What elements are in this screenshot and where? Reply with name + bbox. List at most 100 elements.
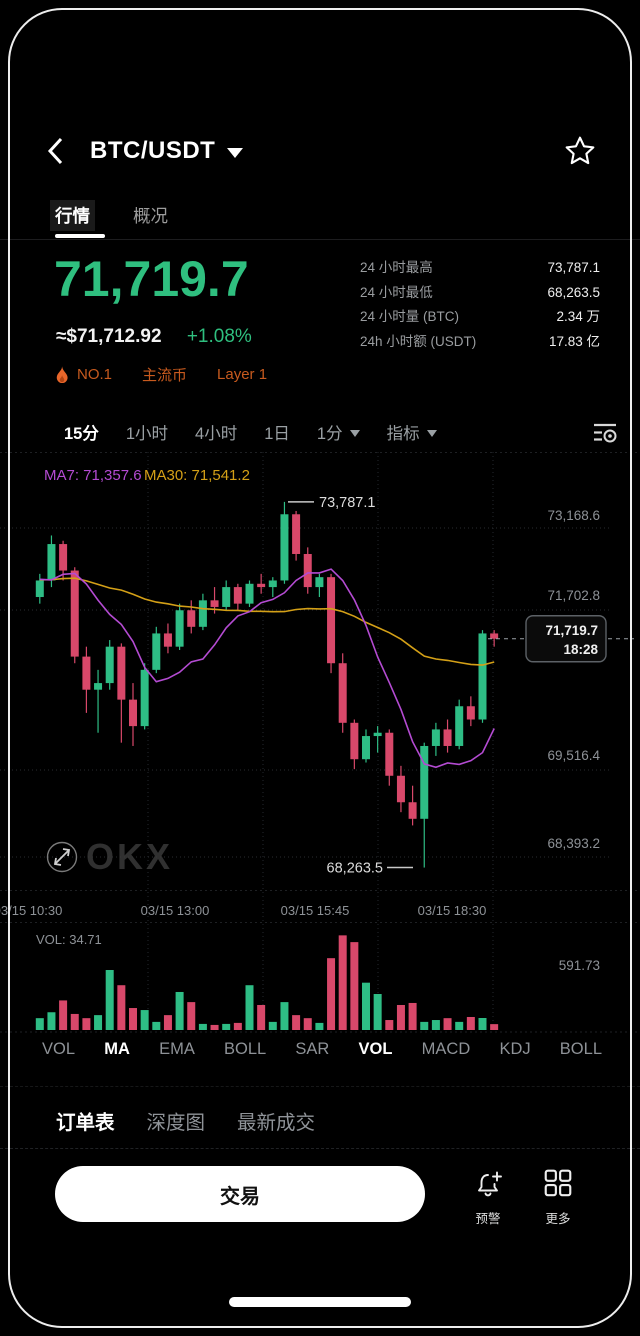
volume-bar <box>443 1018 452 1030</box>
tab-order-book[interactable]: 订单表 <box>56 1112 115 1134</box>
last-price-badge-price: 71,719.7 <box>545 623 598 638</box>
last-price: 71,719.7 <box>54 251 249 307</box>
alert-action[interactable]: 预警 <box>460 1168 516 1227</box>
candle-body <box>222 587 231 607</box>
ma30-legend: MA30: 71,541.2 <box>144 467 250 484</box>
volume-bar <box>327 958 336 1030</box>
candle-body <box>210 600 219 607</box>
volume-bar <box>59 1000 68 1030</box>
candle-body <box>490 633 499 639</box>
trade-button[interactable]: 交易 <box>55 1166 425 1222</box>
indicator-ma[interactable]: MA <box>104 1040 130 1058</box>
category-chip-mainstream[interactable]: 主流币 <box>142 367 188 384</box>
indicator-macd[interactable]: MACD <box>421 1040 471 1058</box>
bell-plus-icon <box>478 1171 502 1197</box>
candle-body <box>373 732 382 737</box>
tab-depth-chart[interactable]: 深度图 <box>146 1112 206 1134</box>
indicator-boll-sub[interactable]: BOLL <box>559 1040 602 1058</box>
rank-chip[interactable]: NO.1 <box>55 365 112 384</box>
stat-row: 24 小时最高 73,787.1 <box>360 260 600 275</box>
interval-1h[interactable]: 1小时 <box>125 425 169 443</box>
candle-body <box>163 633 172 647</box>
x-axis-label: 03/15 15:45 <box>281 903 350 918</box>
volume-bar <box>94 1015 103 1030</box>
volume-bar <box>455 1021 464 1030</box>
indicator-ema[interactable]: EMA <box>159 1040 195 1058</box>
volume-bar <box>233 1022 242 1030</box>
candle-body <box>140 669 149 727</box>
candle-body <box>245 583 254 604</box>
candle-body <box>47 544 56 581</box>
volume-bar <box>117 985 126 1030</box>
grid-more-icon <box>544 1169 572 1197</box>
alert-label: 预警 <box>475 1212 501 1226</box>
candle-body <box>455 706 464 746</box>
candle-body <box>117 646 126 700</box>
volume-bar <box>338 935 347 1030</box>
interval-more-dropdown[interactable]: 1分 <box>317 420 360 444</box>
indicator-kdj[interactable]: KDJ <box>499 1040 531 1058</box>
low-price-label: 68,263.5 <box>327 861 383 877</box>
favorite-star-icon[interactable] <box>564 135 596 167</box>
back-icon[interactable] <box>46 135 66 167</box>
candle-body <box>292 514 301 554</box>
candle-body <box>466 706 475 720</box>
candle-body <box>420 745 429 819</box>
stats-panel: 24 小时最高 73,787.1 24 小时最低 68,263.5 24 小时量 (… <box>360 256 600 354</box>
candle-body <box>70 570 79 657</box>
interval-4h[interactable]: 4小时 <box>195 425 238 443</box>
tab-overview[interactable]: 概况 <box>133 205 168 226</box>
y-axis-label: 73,168.6 <box>547 508 600 523</box>
divider <box>0 1148 640 1149</box>
stat-row: 24 小时最低 68,263.5 <box>360 284 600 300</box>
category-chip-layer1[interactable]: Layer 1 <box>217 366 268 383</box>
candle-body <box>315 577 324 588</box>
candle-body <box>257 583 266 588</box>
indicator-boll-main[interactable]: BOLL <box>224 1040 267 1058</box>
chart-settings-icon[interactable] <box>592 421 618 443</box>
volume-bar <box>292 1015 301 1030</box>
volume-bar <box>478 1018 487 1030</box>
candle-body <box>408 802 417 819</box>
candle-body <box>443 729 452 746</box>
interval-15m[interactable]: 15分 <box>64 425 99 443</box>
expand-icon <box>54 849 70 865</box>
candle-body <box>187 610 196 627</box>
candle-body <box>362 736 370 760</box>
indicator-vol-main[interactable]: VOL <box>42 1040 76 1058</box>
candle-body <box>280 514 289 581</box>
volume-bar <box>70 1013 79 1030</box>
volume-bar <box>431 1020 440 1030</box>
candle-body <box>338 663 347 723</box>
caret-down-icon <box>349 429 360 437</box>
price-chart[interactable]: 73,168.6 71,702.8 69,516.4 68,393.2 03/15 10… <box>0 452 640 1037</box>
volume-bar <box>245 985 254 1030</box>
ma30-line <box>39 577 495 666</box>
interval-bar: 15分 1小时 4小时 1日 1分 指标 <box>64 414 618 450</box>
page-title[interactable]: BTC/USDT <box>90 137 216 164</box>
volume-bar <box>198 1023 207 1030</box>
indicator-sar[interactable]: SAR <box>295 1040 330 1058</box>
more-action[interactable]: 更多 <box>530 1168 586 1227</box>
volume-bar <box>163 1015 172 1030</box>
flame-icon <box>56 365 68 383</box>
tab-market[interactable]: 行情 <box>50 199 95 231</box>
candle-body <box>105 646 114 684</box>
candle-body <box>129 699 137 727</box>
indicator-vol-sub[interactable]: VOL <box>358 1040 393 1058</box>
volume-bar <box>420 1021 429 1030</box>
tab-latest-trades[interactable]: 最新成交 <box>237 1112 316 1134</box>
volume-bar <box>315 1022 324 1030</box>
volume-bar <box>268 1021 277 1030</box>
pair-selector-caret-icon[interactable] <box>227 148 244 158</box>
volume-bar <box>210 1024 219 1030</box>
price-change-pct: +1.08% <box>186 326 252 347</box>
volume-bar <box>373 994 382 1030</box>
indicator-dropdown[interactable]: 指标 <box>387 420 437 444</box>
volume-bar <box>47 1012 56 1030</box>
volume-bar <box>222 1023 231 1030</box>
candle-body <box>59 544 68 571</box>
expand-icon <box>53 857 62 866</box>
volume-bar <box>303 1018 312 1030</box>
interval-1d[interactable]: 1日 <box>264 425 290 443</box>
